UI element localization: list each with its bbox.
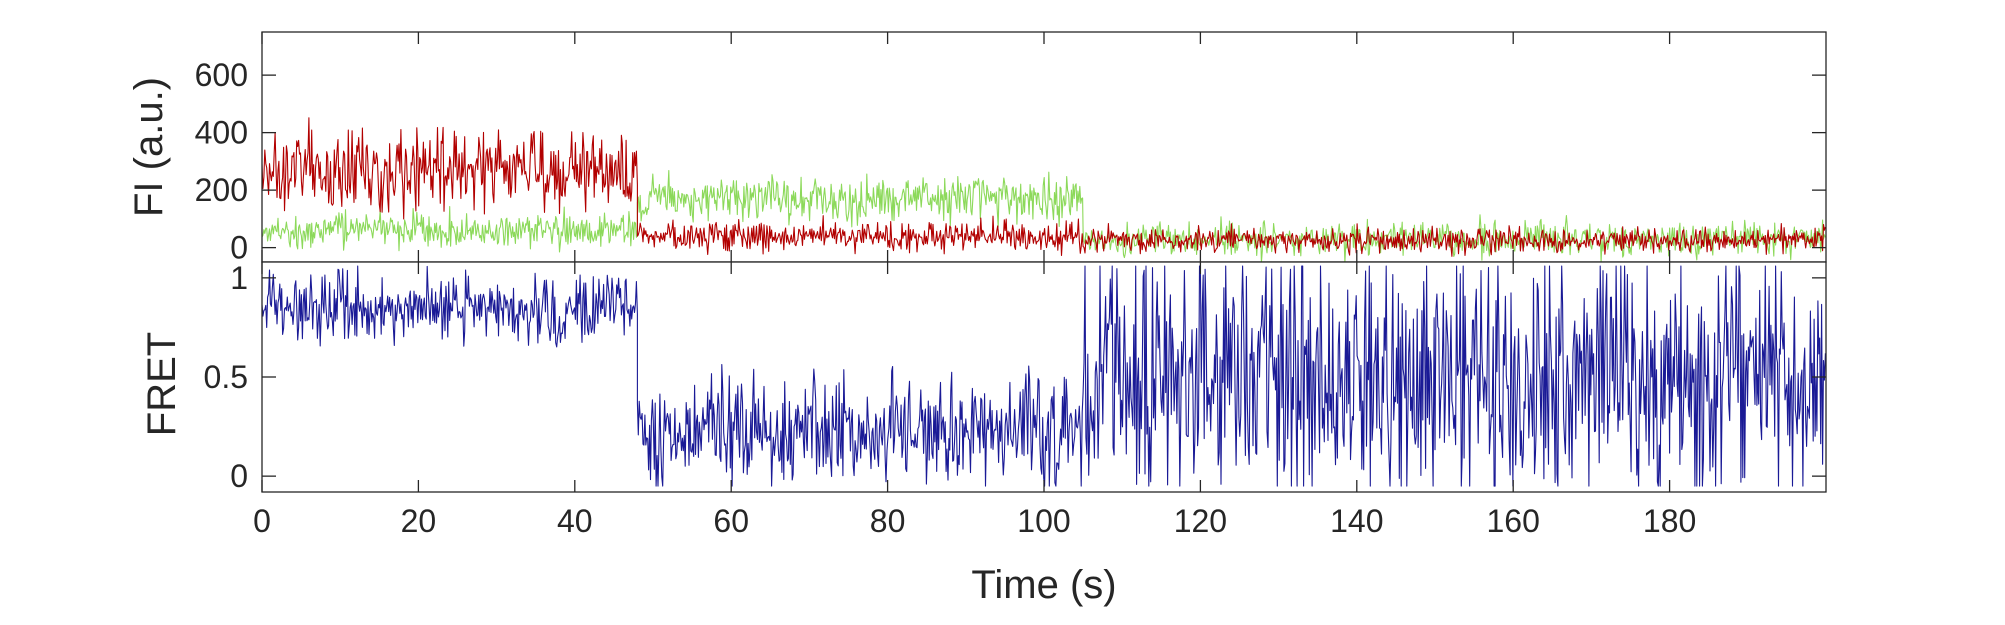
fret-y-axis-title: FRET	[140, 332, 184, 436]
fret-panel: 00.51 0 20 40 60 80 100 120 140 160 180 FRET Time…	[140, 260, 1827, 607]
x-tick-label: 180	[1643, 503, 1696, 539]
fret-y-ticks: 00.51	[204, 260, 1826, 494]
fluorescence-series-0	[262, 169, 1826, 262]
fluorescence-panel: 0 200 400 600 FI (a.u.)	[127, 31, 1827, 266]
x-tick-label: 160	[1487, 503, 1540, 539]
x-tick-label: 0	[253, 503, 271, 539]
x-axis-title: Time (s)	[971, 563, 1116, 607]
y-tick-label: 600	[195, 57, 248, 93]
fluorescence-traces	[262, 117, 1826, 262]
x-tick-label: 60	[713, 503, 749, 539]
fret-series-0	[262, 265, 1826, 487]
x-tick-label: 20	[401, 503, 437, 539]
time-x-ticks: 0 20 40 60 80 100 120 140 160 180	[253, 262, 1696, 539]
x-tick-label: 100	[1017, 503, 1070, 539]
y-tick-label: 0	[230, 230, 248, 266]
y-tick-label: 200	[195, 172, 248, 208]
x-tick-label: 120	[1174, 503, 1227, 539]
y-tick-label: 0	[230, 458, 248, 494]
x-tick-label: 80	[870, 503, 906, 539]
x-tick-label: 140	[1330, 503, 1383, 539]
x-tick-label: 40	[557, 503, 593, 539]
fluorescence-y-axis-title: FI (a.u.)	[127, 77, 171, 217]
y-tick-label: 1	[230, 260, 248, 296]
fret-traces	[262, 265, 1826, 487]
y-tick-label: 400	[195, 115, 248, 151]
fluorescence-y-ticks: 0 200 400 600	[195, 32, 1826, 266]
y-tick-label: 0.5	[204, 359, 248, 395]
fluorescence-series-1	[262, 117, 1826, 257]
